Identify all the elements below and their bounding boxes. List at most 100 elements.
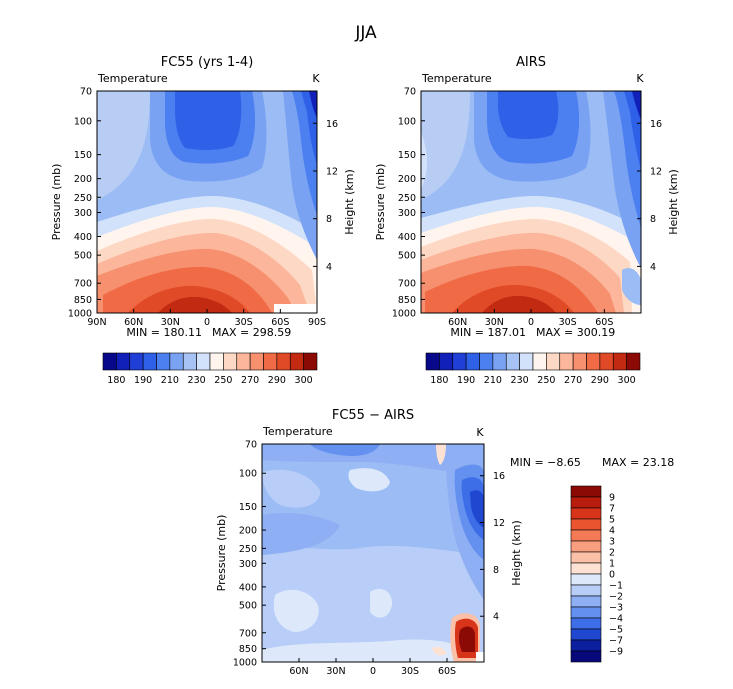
obs-colorbar-label: 230: [511, 375, 529, 386]
diff-colorbar-label: 5: [609, 515, 615, 526]
obs-colorbar-cell: [532, 352, 547, 371]
model-lat-tick-label: 30S: [235, 317, 253, 328]
diff-pressure-tick-label: 700: [239, 628, 257, 639]
field-near-zero-upper: [348, 468, 390, 492]
diff-colorbar-cell: [570, 562, 602, 575]
diff-colorbar-cell: [570, 573, 602, 586]
field-ground-mask: [476, 652, 484, 662]
model-colorbar-cell: [169, 352, 184, 371]
diff-colorbar-cell: [570, 628, 602, 641]
model-colorbar-label: 230: [188, 375, 206, 386]
obs-colorbar-cell: [439, 352, 454, 371]
model-colorbar-cell: [249, 352, 264, 371]
panel-model-variable-label: Temperature: [97, 72, 168, 85]
obs-pressure-tick-label: 1000: [392, 309, 416, 320]
panel-obs-variable-label: Temperature: [421, 72, 492, 85]
obs-pressure-tick-label: 400: [398, 232, 416, 243]
obs-colorbar-cell: [505, 352, 520, 371]
obs-pressure-axis-title: Pressure (mb): [374, 164, 387, 241]
field-warm-band-8: [482, 295, 556, 313]
model-lat-tick-label: 30N: [161, 317, 180, 328]
field-cold-sh-3: [301, 91, 317, 165]
obs-colorbar-cell: [465, 352, 480, 371]
diff-colorbar-label: 9: [609, 493, 615, 504]
obs-pressure-tick-label: 200: [398, 174, 416, 185]
obs-pressure-tick-label: 850: [398, 295, 416, 306]
diff-colorbar-label: −2: [609, 592, 623, 603]
model-height-tick-label: 16: [326, 119, 338, 130]
obs-colorbar-cell: [559, 352, 574, 371]
obs-pressure-tick-label: 100: [398, 116, 416, 127]
model-pressure-tick-label: 250: [74, 193, 92, 204]
panel-diff-max-label: MAX = 23.18: [602, 456, 674, 469]
field-cool-lower-left: [262, 513, 340, 555]
model-pressure-tick-label: 1000: [68, 309, 92, 320]
obs-colorbar-cell: [519, 352, 534, 371]
diff-pressure-tick-label: 100: [239, 469, 257, 480]
figure-title: JJA: [354, 23, 377, 43]
obs-height-tick-label: 8: [650, 214, 656, 225]
obs-height-tick-label: 16: [650, 119, 662, 130]
model-colorbar-cell: [223, 352, 238, 371]
obs-height-tick-label: 12: [650, 166, 662, 177]
panel-model-field: [97, 91, 317, 313]
obs-colorbar-cell: [479, 352, 494, 371]
model-lat-tick-label: 90S: [308, 317, 326, 328]
diff-colorbar-label: −3: [609, 603, 623, 614]
field-strong-cool-top: [310, 444, 380, 456]
diff-colorbar-label: −4: [609, 614, 623, 625]
model-colorbar-cell: [142, 352, 157, 371]
model-height-axis-title: Height (km): [343, 169, 356, 235]
diff-colorbar-cell: [570, 496, 602, 509]
diff-pressure-tick-label: 500: [239, 601, 257, 612]
diff-colorbar-label: −7: [609, 636, 623, 647]
diff-height-tick-label: 12: [493, 518, 505, 529]
field-warm-band-8: [158, 296, 232, 313]
field-cold-eq-3: [498, 91, 559, 140]
panel-model: FC55 (yrs 1-4) Temperature K: [96, 55, 320, 314]
field-cold-sh-4: [632, 91, 641, 120]
obs-colorbar-cell: [612, 352, 627, 371]
model-colorbar-label: 180: [107, 375, 125, 386]
obs-colorbar-cell: [626, 352, 641, 371]
model-colorbar-cell: [102, 352, 117, 371]
field-cold-np-1: [421, 91, 470, 200]
obs-height-tick-label: 4: [650, 262, 656, 273]
model-colorbar-label: 190: [134, 375, 152, 386]
model-colorbar-cell: [236, 352, 251, 371]
diff-colorbar-cell: [570, 518, 602, 531]
model-colorbar-label: 250: [214, 375, 232, 386]
obs-lat-tick-label: 60N: [448, 317, 467, 328]
diff-colorbar-cell: [570, 540, 602, 553]
model-pressure-tick-label: 500: [74, 251, 92, 262]
panel-obs-unit: K: [636, 72, 644, 85]
panel-diff-unit: K: [476, 426, 484, 439]
diff-pressure-tick-label: 300: [239, 559, 257, 570]
obs-pressure-tick-label: 300: [398, 208, 416, 219]
diff-colorbar-label: −5: [609, 625, 623, 636]
field-near-zero-2: [370, 588, 393, 618]
diff-colorbar-cell: [570, 485, 602, 498]
field-ground-mask: [274, 304, 317, 313]
obs-lat-tick-label: 60S: [595, 317, 613, 328]
model-pressure-tick-label: 200: [74, 174, 92, 185]
model-height-tick-label: 8: [326, 214, 332, 225]
model-colorbar-cell: [182, 352, 197, 371]
obs-height-axis-title: Height (km): [667, 169, 680, 235]
model-lat-tick-label: 60S: [271, 317, 289, 328]
model-colorbar-cell: [289, 352, 304, 371]
obs-lat-tick-label: 30N: [485, 317, 504, 328]
field-moderate-cool-top: [262, 444, 484, 475]
model-lat-tick-label: 90N: [87, 317, 106, 328]
model-pressure-tick-label: 700: [74, 279, 92, 290]
diff-colorbar-cell: [570, 650, 602, 663]
obs-pressure-tick-label: 250: [398, 193, 416, 204]
diff-lat-tick-label: 60S: [438, 666, 456, 677]
diff-lat-tick-label: 30S: [401, 666, 419, 677]
diff-pressure-tick-label: 1000: [233, 658, 257, 669]
diff-colorbar-label: 1: [609, 559, 615, 570]
diff-colorbar-label: 0: [609, 570, 615, 581]
obs-pressure-tick-label: 150: [398, 150, 416, 161]
obs-colorbar-label: 270: [564, 375, 582, 386]
model-pressure-tick-label: 300: [74, 208, 92, 219]
